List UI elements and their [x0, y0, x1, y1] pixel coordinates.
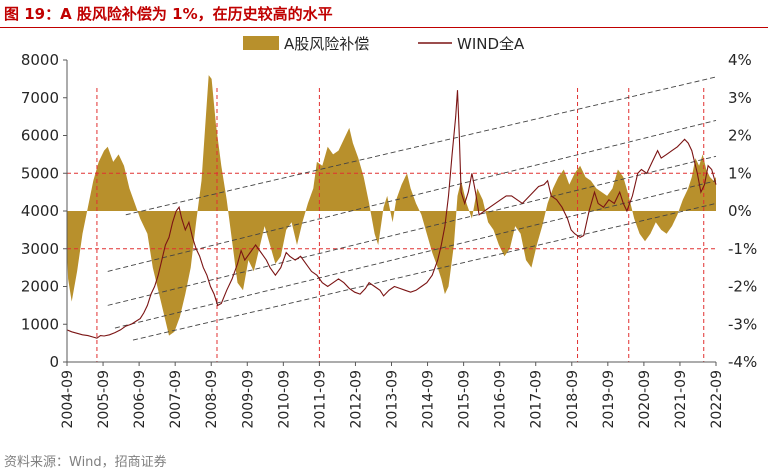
- x-tick-label: 2010-09: [276, 370, 292, 429]
- title-rule: [0, 27, 768, 28]
- trend-line: [125, 76, 717, 216]
- right-tick-label: 4%: [728, 51, 752, 69]
- figure-title: 图 19：A 股风险补偿为 1%，在历史较高的水平: [4, 5, 333, 23]
- right-tick-label: -3%: [728, 315, 757, 333]
- left-tick-label: 3000: [21, 240, 59, 258]
- source-note: 资料来源：Wind，招商证券: [4, 455, 167, 470]
- x-tick-label: 2016-09: [493, 370, 509, 429]
- line-layer: [66, 90, 717, 339]
- legend-swatch-area: [243, 36, 279, 50]
- left-tick-label: 4000: [21, 202, 59, 220]
- x-tick-label: 2014-09: [421, 370, 437, 429]
- x-tick-label: 2015-09: [457, 370, 473, 429]
- area-layer: [67, 75, 716, 336]
- left-tick-label: 0: [49, 353, 59, 371]
- axes: 0 1000 2000 3000 4000 5000 6000 7000 8000 -4% -3% -…: [21, 51, 757, 429]
- chart: A股风险补偿 WIND全A 0 1000 2000 3000 4000 5000 6000 70…: [21, 35, 757, 429]
- reference-lines: [67, 88, 716, 362]
- x-tick-label: 2022-09: [709, 370, 725, 429]
- left-tick-label: 5000: [21, 164, 59, 182]
- risk-premium-area: [67, 75, 716, 336]
- x-tick-label: 2019-09: [601, 370, 617, 429]
- x-tick-label: 2004-09: [60, 370, 76, 429]
- left-tick-label: 7000: [21, 89, 59, 107]
- x-tick-label: 2007-09: [168, 370, 184, 429]
- right-tick-label: -2%: [728, 278, 757, 296]
- x-tick-label: 2009-09: [240, 370, 256, 429]
- right-tick-label: 1%: [728, 164, 752, 182]
- trend-line: [107, 155, 717, 306]
- x-tick-label: 2006-09: [132, 370, 148, 429]
- x-tick-label: 2020-09: [637, 370, 653, 429]
- x-tick-label: 2018-09: [565, 370, 581, 429]
- x-tick-label: 2021-09: [673, 370, 689, 429]
- x-tick-label: 2017-09: [529, 370, 545, 429]
- x-tick-label: 2011-09: [312, 370, 328, 429]
- legend-label-area: A股风险补偿: [284, 35, 369, 53]
- right-tick-label: 3%: [728, 89, 752, 107]
- legend-label-line: WIND全A: [457, 35, 525, 53]
- left-tick-label: 2000: [21, 278, 59, 296]
- right-tick-label: -1%: [728, 240, 757, 258]
- trend-line: [107, 119, 717, 272]
- right-tick-label: -4%: [728, 353, 757, 371]
- trend-line: [132, 203, 717, 341]
- right-tick-label: 2%: [728, 127, 752, 145]
- left-tick-label: 8000: [21, 51, 59, 69]
- wind-all-a-line: [66, 90, 717, 339]
- left-tick-label: 1000: [21, 315, 59, 333]
- x-tick-label: 2005-09: [96, 370, 112, 429]
- x-tick-label: 2008-09: [204, 370, 220, 429]
- x-tick-label: 2012-09: [348, 370, 364, 429]
- right-tick-label: 0%: [728, 202, 752, 220]
- left-tick-label: 6000: [21, 127, 59, 145]
- legend: A股风险补偿 WIND全A: [243, 35, 525, 53]
- trend-line: [114, 180, 717, 329]
- x-tick-label: 2013-09: [385, 370, 401, 429]
